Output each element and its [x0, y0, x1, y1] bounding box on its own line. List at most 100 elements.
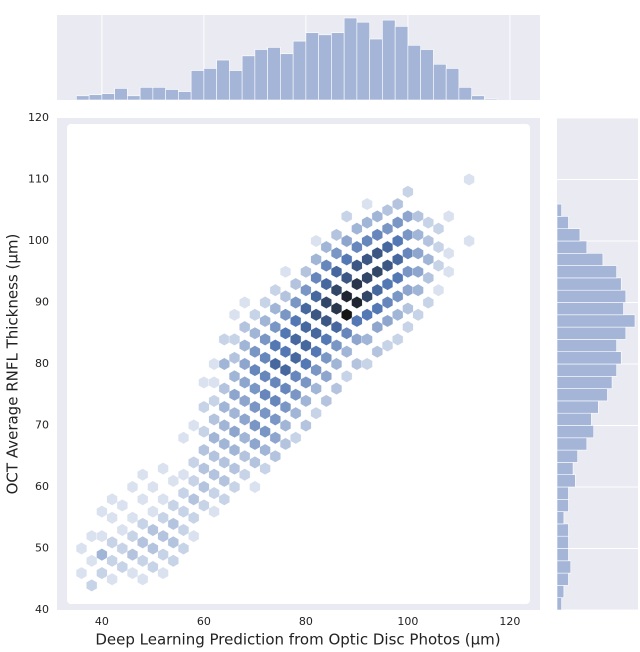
hexbin — [228, 462, 241, 476]
hexbin — [218, 419, 230, 432]
hexbin — [341, 326, 353, 340]
hexbin — [208, 505, 220, 519]
x-tick-label: 60 — [197, 615, 211, 628]
hexbin — [463, 173, 475, 186]
histogram-bar — [420, 49, 434, 101]
hexbin — [126, 511, 139, 525]
histogram-bar — [556, 203, 562, 217]
hexbin — [249, 437, 261, 451]
hexbin — [106, 492, 118, 506]
histogram-bar — [556, 437, 588, 451]
histogram-bar — [216, 59, 230, 101]
hexbin — [177, 523, 190, 537]
hexbin — [249, 345, 261, 359]
hexbin — [137, 468, 149, 482]
histogram-bar — [556, 326, 627, 340]
hexbin — [341, 271, 353, 285]
hexbin — [86, 578, 98, 592]
histogram-bar — [556, 425, 595, 439]
hexbin — [228, 388, 241, 402]
hexbin — [106, 554, 118, 568]
hexbin — [188, 529, 200, 543]
hexbin — [239, 376, 251, 389]
hexbin — [188, 455, 200, 469]
hexbin — [228, 369, 241, 383]
hexbin — [239, 320, 251, 334]
hexbin — [259, 369, 271, 383]
y-tick-label: 80 — [35, 357, 49, 370]
hexbin — [239, 449, 251, 463]
hexbin — [330, 265, 343, 279]
hexbin — [269, 376, 281, 389]
hexbin — [320, 277, 332, 291]
hexbin — [320, 259, 332, 273]
histogram-bar — [556, 375, 613, 389]
histogram-bar — [127, 95, 141, 101]
hexbin — [432, 222, 445, 236]
hexbin — [290, 277, 302, 291]
hexbin — [218, 474, 230, 488]
hexbin — [300, 320, 312, 334]
hexbin — [167, 517, 179, 531]
y-tick-label: 110 — [28, 173, 49, 186]
hexbin — [106, 511, 118, 525]
hexbin — [208, 449, 220, 463]
hexbin — [147, 505, 159, 519]
histogram-bar — [556, 523, 569, 537]
hexbin — [157, 566, 169, 580]
hexbin — [330, 228, 343, 242]
histogram-bar — [556, 535, 569, 549]
histogram-bar — [556, 474, 576, 488]
hexbin — [402, 302, 414, 316]
histogram-bar — [556, 253, 604, 266]
hexbin — [126, 529, 139, 543]
hexbin — [412, 228, 424, 242]
hexbin — [198, 425, 210, 439]
hexbin — [310, 345, 322, 359]
hexbin — [443, 246, 455, 260]
y-tick-label: 70 — [35, 419, 49, 432]
hexbin — [228, 443, 241, 457]
hexbin — [269, 412, 281, 426]
histogram-bar — [484, 98, 498, 101]
hexbin — [330, 382, 343, 396]
histogram-bar — [556, 339, 617, 352]
hexbin — [239, 468, 251, 482]
hexbin — [443, 209, 455, 223]
hexbin — [279, 400, 292, 414]
hexbin — [279, 308, 292, 322]
hexbin — [177, 431, 190, 445]
hexbin — [239, 412, 251, 426]
hexbin — [269, 357, 281, 371]
histogram-bar — [556, 585, 565, 599]
hexbin — [432, 259, 445, 273]
hexbin — [422, 234, 434, 248]
hexbin — [249, 455, 261, 469]
hexbin — [310, 253, 322, 266]
hexbin — [269, 449, 281, 463]
hexbin — [402, 185, 414, 199]
histogram-bar — [152, 87, 166, 101]
hexbin — [249, 480, 261, 494]
hexbin — [147, 560, 159, 574]
hexbin — [290, 351, 302, 365]
hexbin — [269, 339, 281, 353]
hexbin — [137, 572, 149, 586]
histogram-bar — [433, 63, 447, 101]
hexbin — [157, 548, 169, 562]
hexbin — [290, 369, 302, 383]
hexbin — [259, 388, 271, 402]
hexbin — [300, 265, 312, 279]
histogram-bar — [556, 388, 608, 402]
hexbin — [116, 542, 128, 555]
hexbin — [412, 283, 424, 297]
hexbin — [341, 234, 353, 248]
hexbin — [422, 216, 434, 230]
hexbin — [310, 363, 322, 377]
histogram-bar — [556, 216, 569, 229]
hexbin — [279, 419, 292, 432]
x-tick-label: 100 — [397, 615, 418, 628]
hexbin — [341, 308, 353, 322]
hexbin — [75, 566, 88, 580]
hexbin — [198, 462, 210, 476]
